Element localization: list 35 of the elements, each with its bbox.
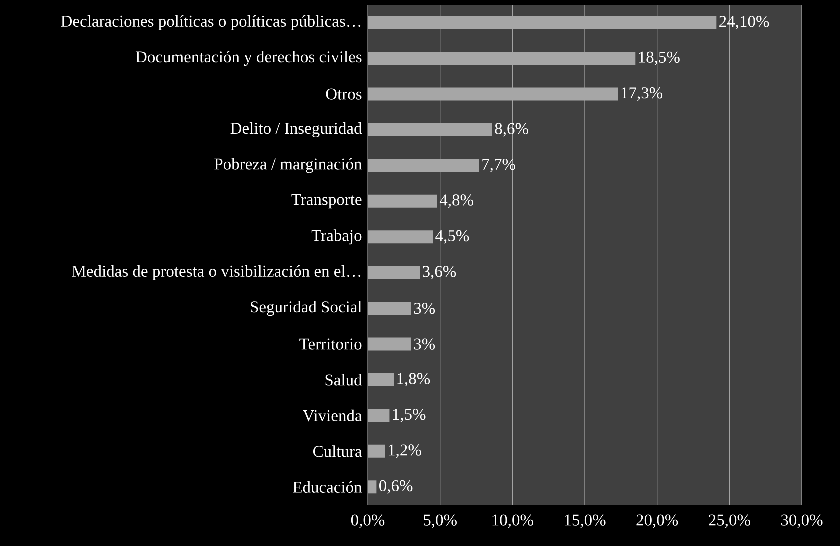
data-label: 4,8%	[440, 194, 474, 208]
y-tick-label: Delito / Inseguridad	[230, 122, 362, 138]
y-tick-label: Medidas de protesta o visibilización en el…	[72, 265, 361, 280]
y-tick-label: Cultura	[313, 446, 362, 458]
data-label: 4,5%	[436, 230, 470, 244]
y-tick-label: Vivienda	[303, 410, 362, 422]
x-tick-label: 20,0%	[636, 514, 678, 528]
data-label: 3%	[414, 302, 436, 314]
data-label: 18,5%	[639, 52, 680, 66]
y-tick-label: Pobreza / marginación	[214, 158, 362, 174]
data-label: 0,6%	[380, 480, 413, 494]
y-tick-label: Documentación y derechos civiles	[136, 51, 362, 66]
y-tick-label: Trabajo	[312, 230, 362, 245]
x-tick-label: 10,0%	[492, 514, 534, 528]
x-tick-label: 5,0%	[424, 514, 457, 528]
data-label: 8,6%	[495, 123, 528, 137]
y-tick-label: Salud	[326, 374, 362, 386]
x-tick-label: 15,0%	[565, 514, 606, 528]
y-tick-label: Declaraciones políticas o políticas públicas…	[61, 15, 361, 30]
data-label: 3,6%	[423, 266, 456, 280]
data-label: 1,5%	[393, 408, 426, 422]
data-label: 24,10%	[720, 16, 770, 30]
y-tick-label: Seguridad Social	[251, 301, 362, 316]
y-tick-label: Educación	[293, 481, 362, 493]
data-label: 1,2%	[389, 444, 422, 458]
data-label: 1,8%	[398, 373, 430, 387]
data-label: 7,7%	[482, 158, 516, 172]
y-tick-label: Transporte	[292, 194, 362, 209]
y-tick-label: Otros	[326, 88, 362, 100]
data-label: 3%	[414, 338, 436, 350]
y-tick-label: Territorio	[300, 338, 362, 350]
x-tick-label: 25,0%	[709, 514, 750, 528]
x-tick-label: 0,0%	[351, 514, 385, 528]
x-tick-label: 30,0%	[781, 514, 823, 528]
data-label: 17,3%	[622, 88, 663, 102]
